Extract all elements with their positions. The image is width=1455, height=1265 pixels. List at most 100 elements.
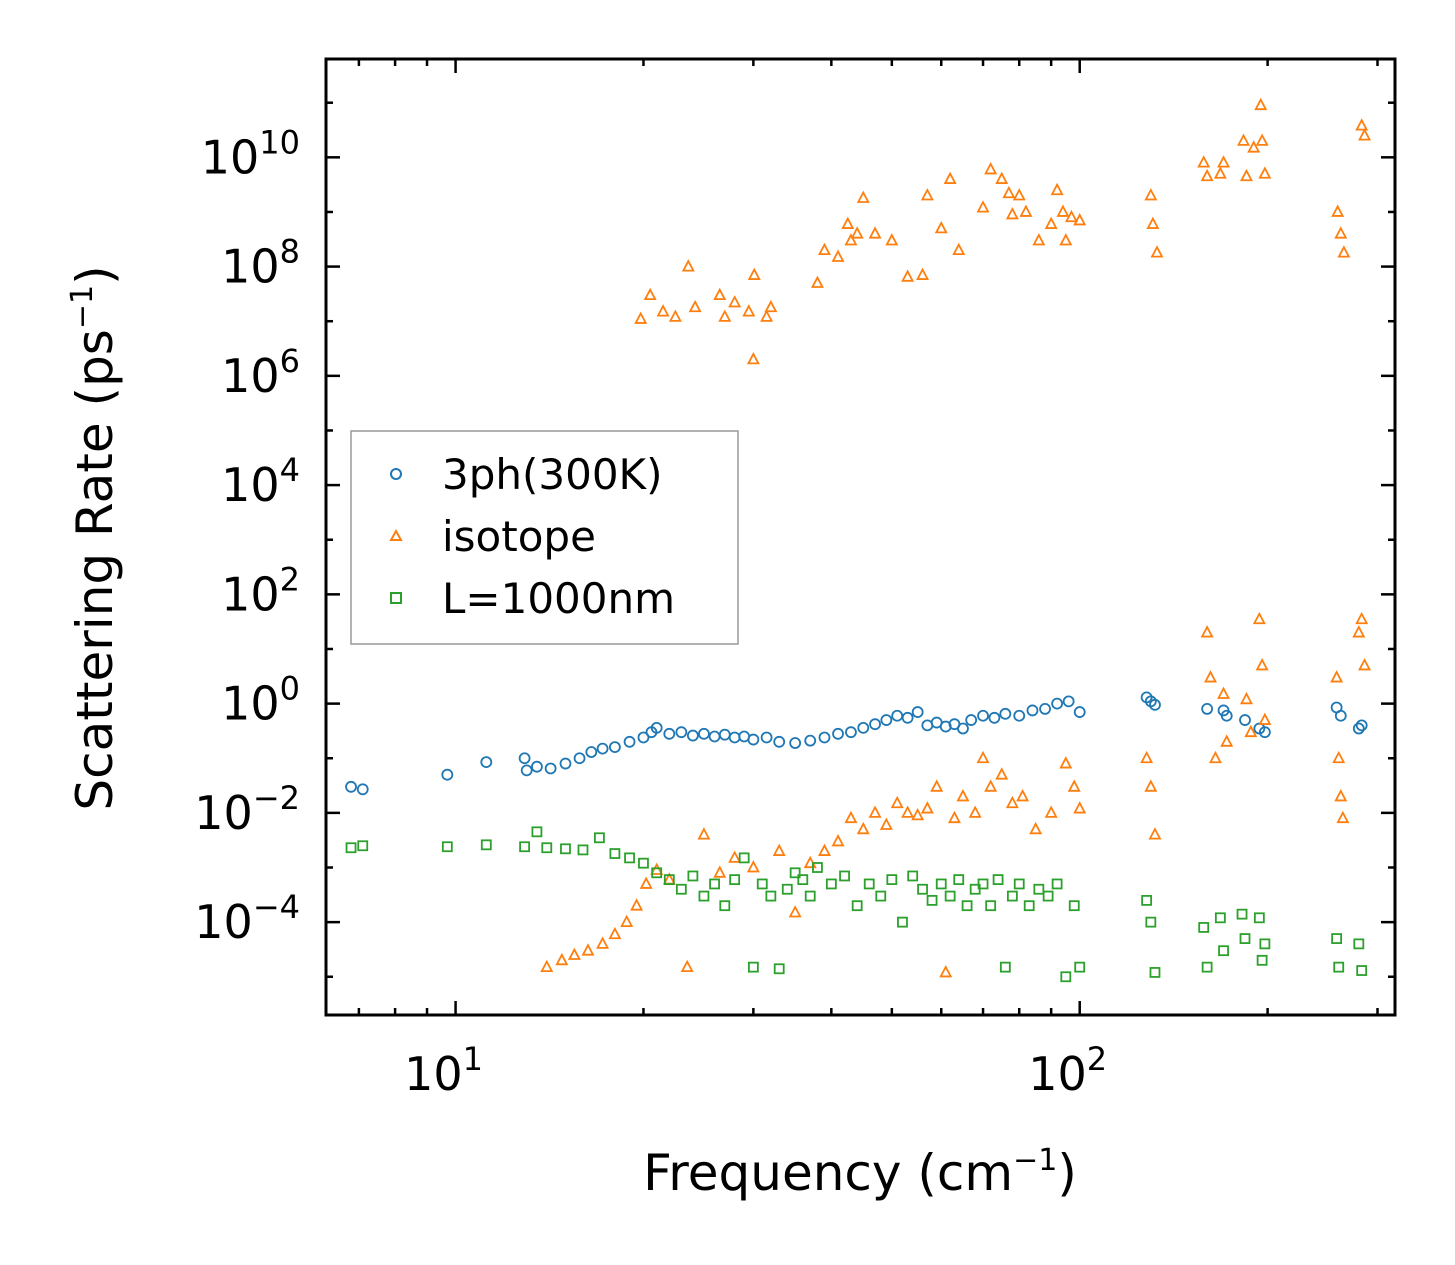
data-point-isotope — [713, 287, 727, 301]
y-axis-title: Scattering Rate (ps−1) — [65, 265, 124, 810]
data-point-boundary — [357, 840, 369, 852]
data-point-3ph — [650, 721, 663, 734]
data-point-isotope — [1012, 188, 1026, 201]
legend-marker-3ph — [390, 468, 402, 480]
data-point-boundary — [345, 842, 357, 854]
data-point-boundary — [863, 878, 875, 890]
data-point-isotope — [747, 267, 761, 280]
data-point-boundary — [638, 857, 649, 869]
data-point-isotope — [728, 295, 742, 308]
data-point-isotope — [643, 287, 657, 301]
data-point-isotope — [596, 936, 610, 949]
data-point-isotope — [850, 226, 864, 239]
data-point-3ph — [857, 721, 870, 734]
data-point-3ph — [845, 726, 857, 739]
data-point-isotope — [984, 779, 998, 792]
data-point-isotope — [1005, 207, 1019, 220]
data-point-3ph — [988, 711, 1001, 724]
y-tick-label: 100 — [221, 670, 300, 731]
data-point-3ph — [585, 746, 598, 758]
data-point-3ph — [480, 756, 493, 769]
data-point-isotope — [939, 965, 953, 978]
data-point-isotope — [1144, 779, 1158, 792]
legend-marker-isotope — [389, 528, 403, 541]
data-point-isotope — [1255, 658, 1269, 671]
x-axis-title: Frequency (cm−1) — [643, 1143, 1077, 1202]
data-point-isotope — [901, 269, 915, 282]
data-point-boundary — [935, 878, 947, 890]
data-point-isotope — [1150, 245, 1164, 258]
data-point-isotope — [555, 952, 569, 966]
series-triangle — [540, 97, 1372, 978]
y-tick-label: 1010 — [201, 123, 300, 184]
data-point-3ph — [520, 764, 533, 777]
data-point-3ph — [977, 709, 989, 722]
data-point-isotope — [746, 860, 760, 873]
data-point-3ph — [544, 762, 557, 775]
data-point-boundary — [812, 862, 823, 873]
data-point-3ph — [957, 722, 969, 735]
data-point-boundary — [1353, 938, 1365, 950]
data-point-3ph — [832, 727, 844, 740]
data-point-isotope — [620, 914, 634, 928]
data-point-isotope — [1029, 821, 1043, 835]
data-point-3ph — [999, 707, 1012, 720]
data-point-boundary — [1145, 916, 1157, 928]
data-point-isotope — [817, 843, 831, 856]
data-point-isotope — [976, 750, 990, 764]
data-point-isotope — [841, 216, 855, 229]
data-point-boundary — [1013, 878, 1025, 890]
data-point-3ph — [789, 737, 802, 749]
data-point-boundary — [953, 874, 965, 886]
data-point-3ph — [623, 735, 636, 748]
series-circle — [345, 691, 1368, 796]
data-point-isotope — [656, 304, 670, 317]
data-point-isotope — [1336, 810, 1350, 824]
data-point-isotope — [1044, 805, 1058, 818]
data-point-boundary — [624, 852, 635, 864]
data-point-isotope — [930, 779, 944, 792]
data-point-3ph — [518, 752, 531, 765]
data-point-boundary — [1149, 967, 1161, 978]
data-point-3ph — [356, 783, 369, 796]
legend-label-3ph: 3ph(300K) — [442, 450, 662, 499]
data-point-3ph — [773, 735, 786, 748]
data-point-isotope — [1334, 788, 1348, 802]
data-point-isotope — [868, 226, 882, 239]
data-point-boundary — [1074, 961, 1086, 973]
legend-label-boundary: L=1000nm — [442, 574, 675, 623]
data-point-isotope — [947, 810, 961, 824]
data-point-boundary — [519, 841, 530, 853]
data-point-isotope — [1337, 245, 1351, 258]
data-point-isotope — [879, 817, 893, 830]
data-point-boundary — [886, 874, 898, 886]
data-point-isotope — [995, 767, 1009, 780]
data-point-boundary — [999, 961, 1011, 973]
data-point-isotope — [581, 943, 595, 956]
data-point-isotope — [1200, 168, 1214, 182]
data-point-isotope — [1352, 625, 1366, 638]
data-point-boundary — [789, 867, 801, 879]
data-point-3ph — [1201, 703, 1214, 715]
data-point-boundary — [1060, 971, 1072, 983]
data-point-isotope — [688, 299, 702, 313]
data-point-boundary — [1256, 954, 1268, 966]
data-point-boundary — [1356, 965, 1368, 976]
data-point-isotope — [952, 242, 966, 256]
data-point-isotope — [1331, 204, 1345, 217]
data-point-3ph — [559, 757, 572, 770]
data-point-boundary — [738, 852, 750, 864]
data-point-isotope — [1217, 686, 1231, 699]
data-point-boundary — [1201, 961, 1213, 973]
data-point-isotope — [1067, 779, 1081, 792]
data-point-3ph — [441, 768, 454, 781]
data-point-3ph — [573, 752, 586, 765]
data-point-isotope — [1244, 724, 1258, 738]
data-point-3ph — [596, 742, 609, 755]
data-point-boundary — [917, 883, 928, 895]
data-point-3ph — [718, 728, 731, 741]
data-point-3ph — [747, 733, 760, 746]
data-point-isotope — [1144, 188, 1158, 201]
data-point-boundary — [1253, 912, 1265, 924]
data-point-boundary — [1218, 945, 1229, 957]
